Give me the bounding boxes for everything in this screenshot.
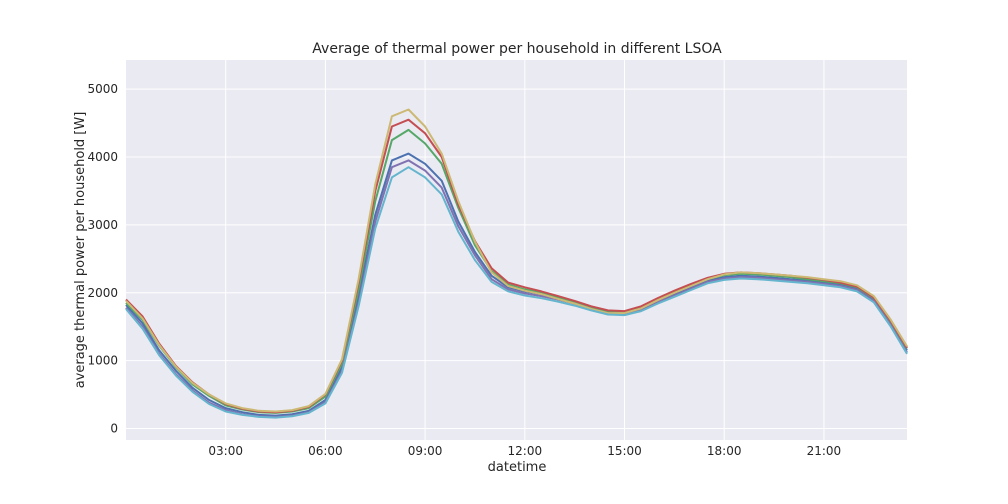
x-tick-label: 12:00 — [508, 444, 543, 458]
x-tick-label: 21:00 — [807, 444, 842, 458]
y-tick-label: 3000 — [87, 218, 118, 232]
y-tick-labels: 0 1000 2000 3000 4000 5000 — [87, 82, 118, 435]
grid-lines — [126, 60, 907, 440]
x-tick-label: 18:00 — [707, 444, 742, 458]
x-axis-label: datetime — [488, 460, 547, 475]
x-tick-labels: 03:00 06:00 09:00 12:00 15:00 18:00 21:00 — [208, 444, 841, 458]
x-tick-label: 09:00 — [408, 444, 443, 458]
series-line-5 — [125, 108, 908, 413]
chart-title: Average of thermal power per household i… — [312, 41, 722, 57]
y-tick-label: 5000 — [87, 82, 118, 96]
y-tick-label: 2000 — [87, 286, 118, 300]
series-line-6 — [125, 166, 908, 419]
series-lines — [125, 108, 908, 419]
y-tick-label: 0 — [110, 421, 118, 435]
plot-area — [126, 60, 907, 440]
x-tick-label: 15:00 — [607, 444, 642, 458]
y-axis-label: average thermal power per household [W] — [73, 112, 88, 389]
x-tick-label: 03:00 — [208, 444, 243, 458]
y-tick-label: 1000 — [87, 354, 118, 368]
x-tick-label: 06:00 — [308, 444, 343, 458]
y-tick-label: 4000 — [87, 150, 118, 164]
